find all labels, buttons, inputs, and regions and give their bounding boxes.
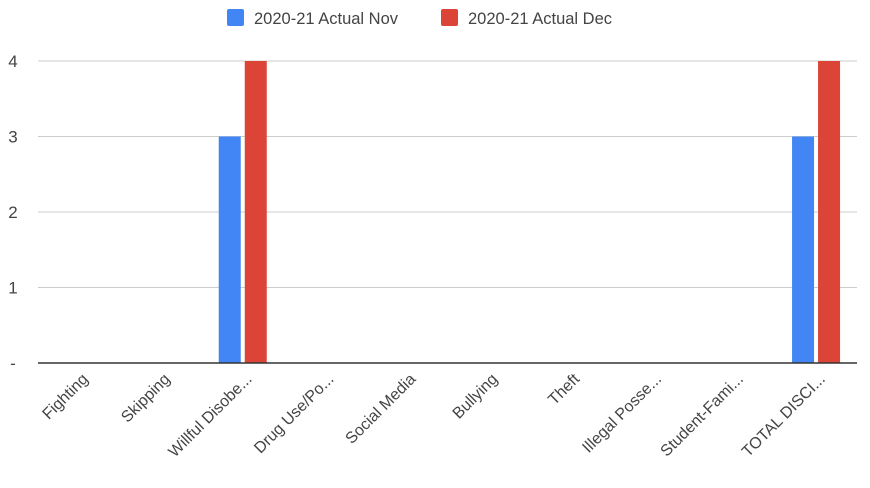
- bar: [218, 136, 241, 363]
- y-tick-label: 4: [8, 52, 17, 71]
- x-tick-label: Skipping: [118, 371, 173, 426]
- y-tick-label: 1: [8, 279, 17, 298]
- y-tick-label: -: [10, 354, 16, 373]
- y-tick-label: 2: [8, 203, 17, 222]
- x-tick-label: Fighting: [40, 371, 92, 423]
- bar: [792, 136, 815, 363]
- y-axis: - 1 2 3 4: [8, 52, 17, 373]
- legend-swatch: [227, 9, 244, 26]
- legend: 2020-21 Actual Nov 2020-21 Actual Dec: [227, 9, 612, 28]
- legend-label: 2020-21 Actual Nov: [254, 10, 399, 28]
- x-tick-label: Social Media: [343, 371, 420, 448]
- x-tick-label: Drug Use/Po...: [251, 371, 337, 457]
- y-tick-label: 3: [8, 128, 17, 147]
- legend-swatch: [441, 9, 458, 26]
- legend-label: 2020-21 Actual Dec: [468, 10, 612, 28]
- bar: [244, 61, 267, 363]
- gridlines: [38, 60, 857, 288]
- x-tick-label: TOTAL DISCI...: [739, 371, 829, 461]
- bars: [218, 61, 841, 363]
- legend-item: 2020-21 Actual Nov: [227, 9, 399, 28]
- x-tick-label: Theft: [545, 370, 583, 408]
- bar: [818, 61, 841, 363]
- legend-item: 2020-21 Actual Dec: [441, 9, 612, 28]
- x-tick-label: Student-Fami...: [658, 371, 747, 460]
- x-tick-label: Illegal Posse...: [579, 371, 665, 457]
- x-tick-label: Bullying: [450, 371, 502, 423]
- x-tick-label: Willful Disobe...: [166, 371, 256, 461]
